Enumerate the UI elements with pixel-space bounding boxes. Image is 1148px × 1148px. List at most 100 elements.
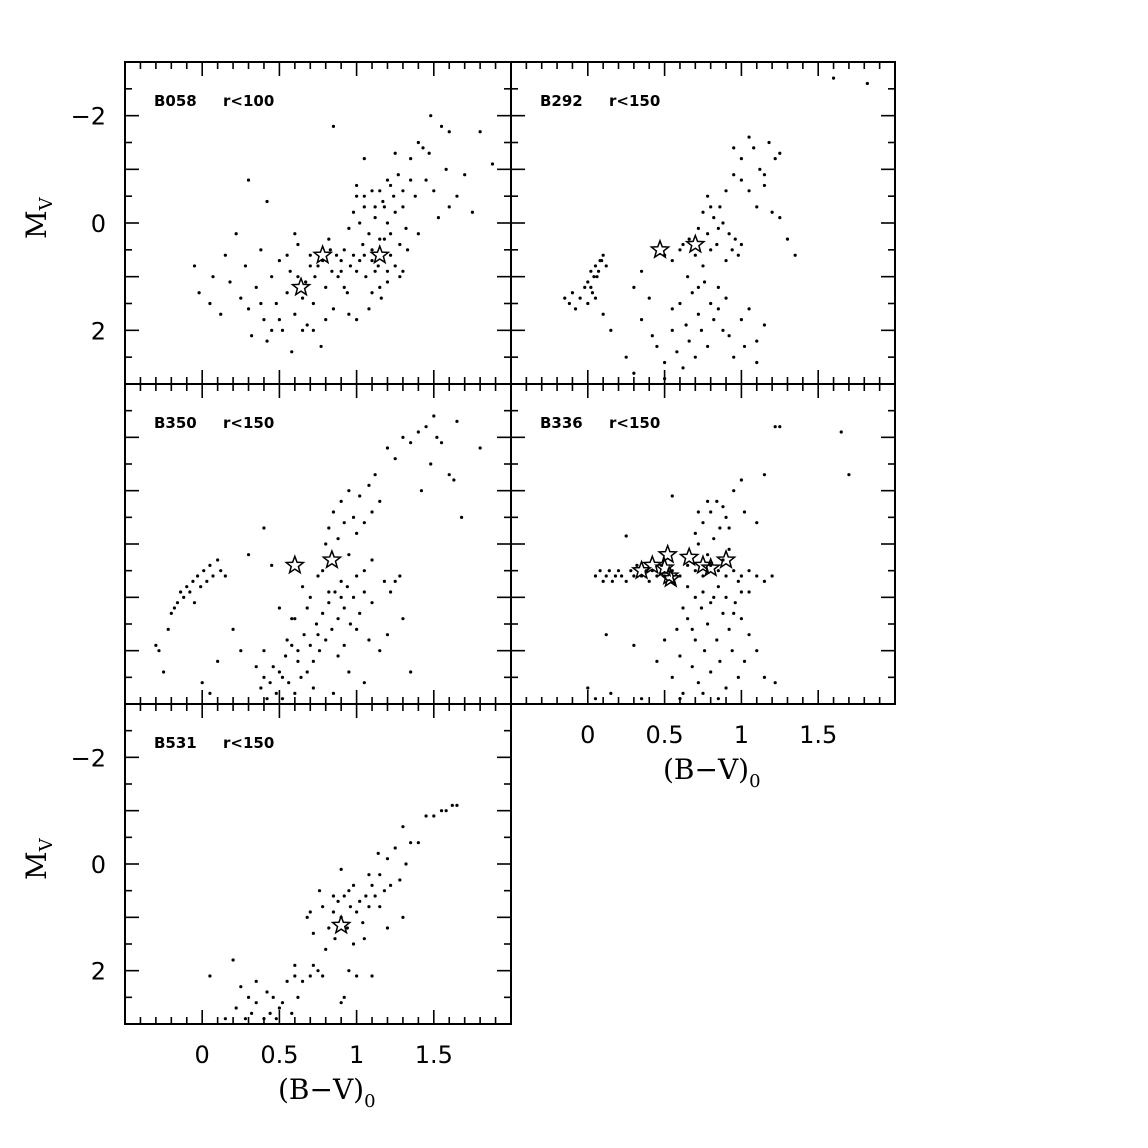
data-point (376, 851, 380, 855)
data-point (721, 611, 725, 615)
data-point (246, 553, 251, 557)
data-point (732, 146, 736, 150)
data-point (370, 248, 374, 252)
ticks (124, 383, 512, 705)
star-marker (321, 548, 343, 570)
data-point (336, 537, 340, 541)
data-point (270, 328, 274, 332)
data-point (283, 654, 288, 658)
radius-label: r<100 (223, 92, 274, 110)
data-point (328, 248, 332, 252)
data-point (619, 574, 624, 578)
data-point (300, 328, 305, 332)
data-point (311, 328, 315, 332)
panel-label: B531 (154, 734, 197, 752)
star-marker (678, 546, 700, 567)
data-point (342, 285, 346, 289)
data-point (681, 691, 685, 695)
data-point (347, 969, 351, 973)
data-point (271, 665, 275, 669)
data-point (724, 686, 728, 690)
x-tick-label: 1 (349, 1041, 364, 1069)
data-point (274, 691, 278, 695)
data-point (385, 221, 390, 225)
data-point (216, 659, 220, 663)
data-point (262, 318, 266, 322)
data-point (231, 958, 235, 962)
data-point (767, 140, 771, 145)
data-point (398, 275, 402, 279)
data-point (296, 242, 300, 247)
data-point (758, 167, 762, 171)
data-point (709, 248, 713, 252)
data-point (401, 435, 405, 439)
x-tick-label: 0.5 (646, 721, 684, 749)
data-point (444, 167, 448, 171)
data-point (593, 264, 598, 268)
data-point (593, 574, 598, 578)
data-point (268, 1011, 272, 1015)
panel-label: B350 (154, 414, 197, 432)
data-point (280, 675, 285, 679)
data-point (699, 606, 704, 610)
data-point (362, 681, 366, 685)
data-point (367, 638, 371, 642)
data-point (590, 291, 595, 295)
data-point (762, 323, 767, 327)
data-point (262, 1017, 266, 1021)
data-point (370, 510, 374, 514)
star-marker (312, 244, 334, 265)
data-point (404, 862, 408, 866)
data-point (339, 258, 343, 263)
data-point (367, 307, 371, 311)
data-point (401, 205, 405, 209)
data-point (393, 210, 397, 214)
data-point (601, 579, 605, 583)
data-point (379, 296, 383, 300)
data-point (262, 526, 266, 530)
data-point (770, 210, 774, 214)
data-point (296, 649, 300, 653)
data-point (624, 579, 628, 583)
data-point (670, 258, 674, 263)
data-point (629, 569, 633, 573)
data-point (573, 307, 578, 311)
data-point (172, 606, 177, 610)
data-point (311, 659, 315, 663)
data-point (311, 963, 315, 967)
star-marker (649, 238, 671, 259)
data-point (670, 328, 674, 332)
data-point (191, 579, 195, 583)
data-point (351, 942, 356, 946)
data-point (358, 899, 362, 903)
data-point (752, 146, 756, 150)
data-point (687, 237, 691, 241)
data-point (373, 894, 377, 898)
data-point (732, 173, 736, 177)
panel-label: B336 (540, 414, 583, 432)
data-point (293, 232, 297, 236)
data-point (355, 910, 359, 914)
data-point (265, 199, 269, 204)
data-point (393, 846, 397, 850)
data-point (293, 974, 297, 978)
data-point (455, 803, 459, 807)
data-point (398, 878, 402, 882)
data-point (706, 622, 710, 626)
data-point (712, 595, 716, 599)
data-point (175, 601, 180, 605)
data-point (364, 275, 368, 279)
data-point (663, 638, 667, 642)
data-point (401, 269, 405, 273)
data-point (393, 457, 397, 461)
y-tick-label: 0 (91, 851, 106, 879)
star-marker (641, 554, 663, 575)
data-point (439, 809, 444, 813)
data-point (655, 659, 659, 663)
data-point (696, 510, 700, 514)
data-point (223, 574, 227, 578)
data-point (409, 670, 413, 674)
data-point (330, 627, 334, 631)
data-point (362, 937, 366, 941)
star-marker (284, 554, 306, 575)
